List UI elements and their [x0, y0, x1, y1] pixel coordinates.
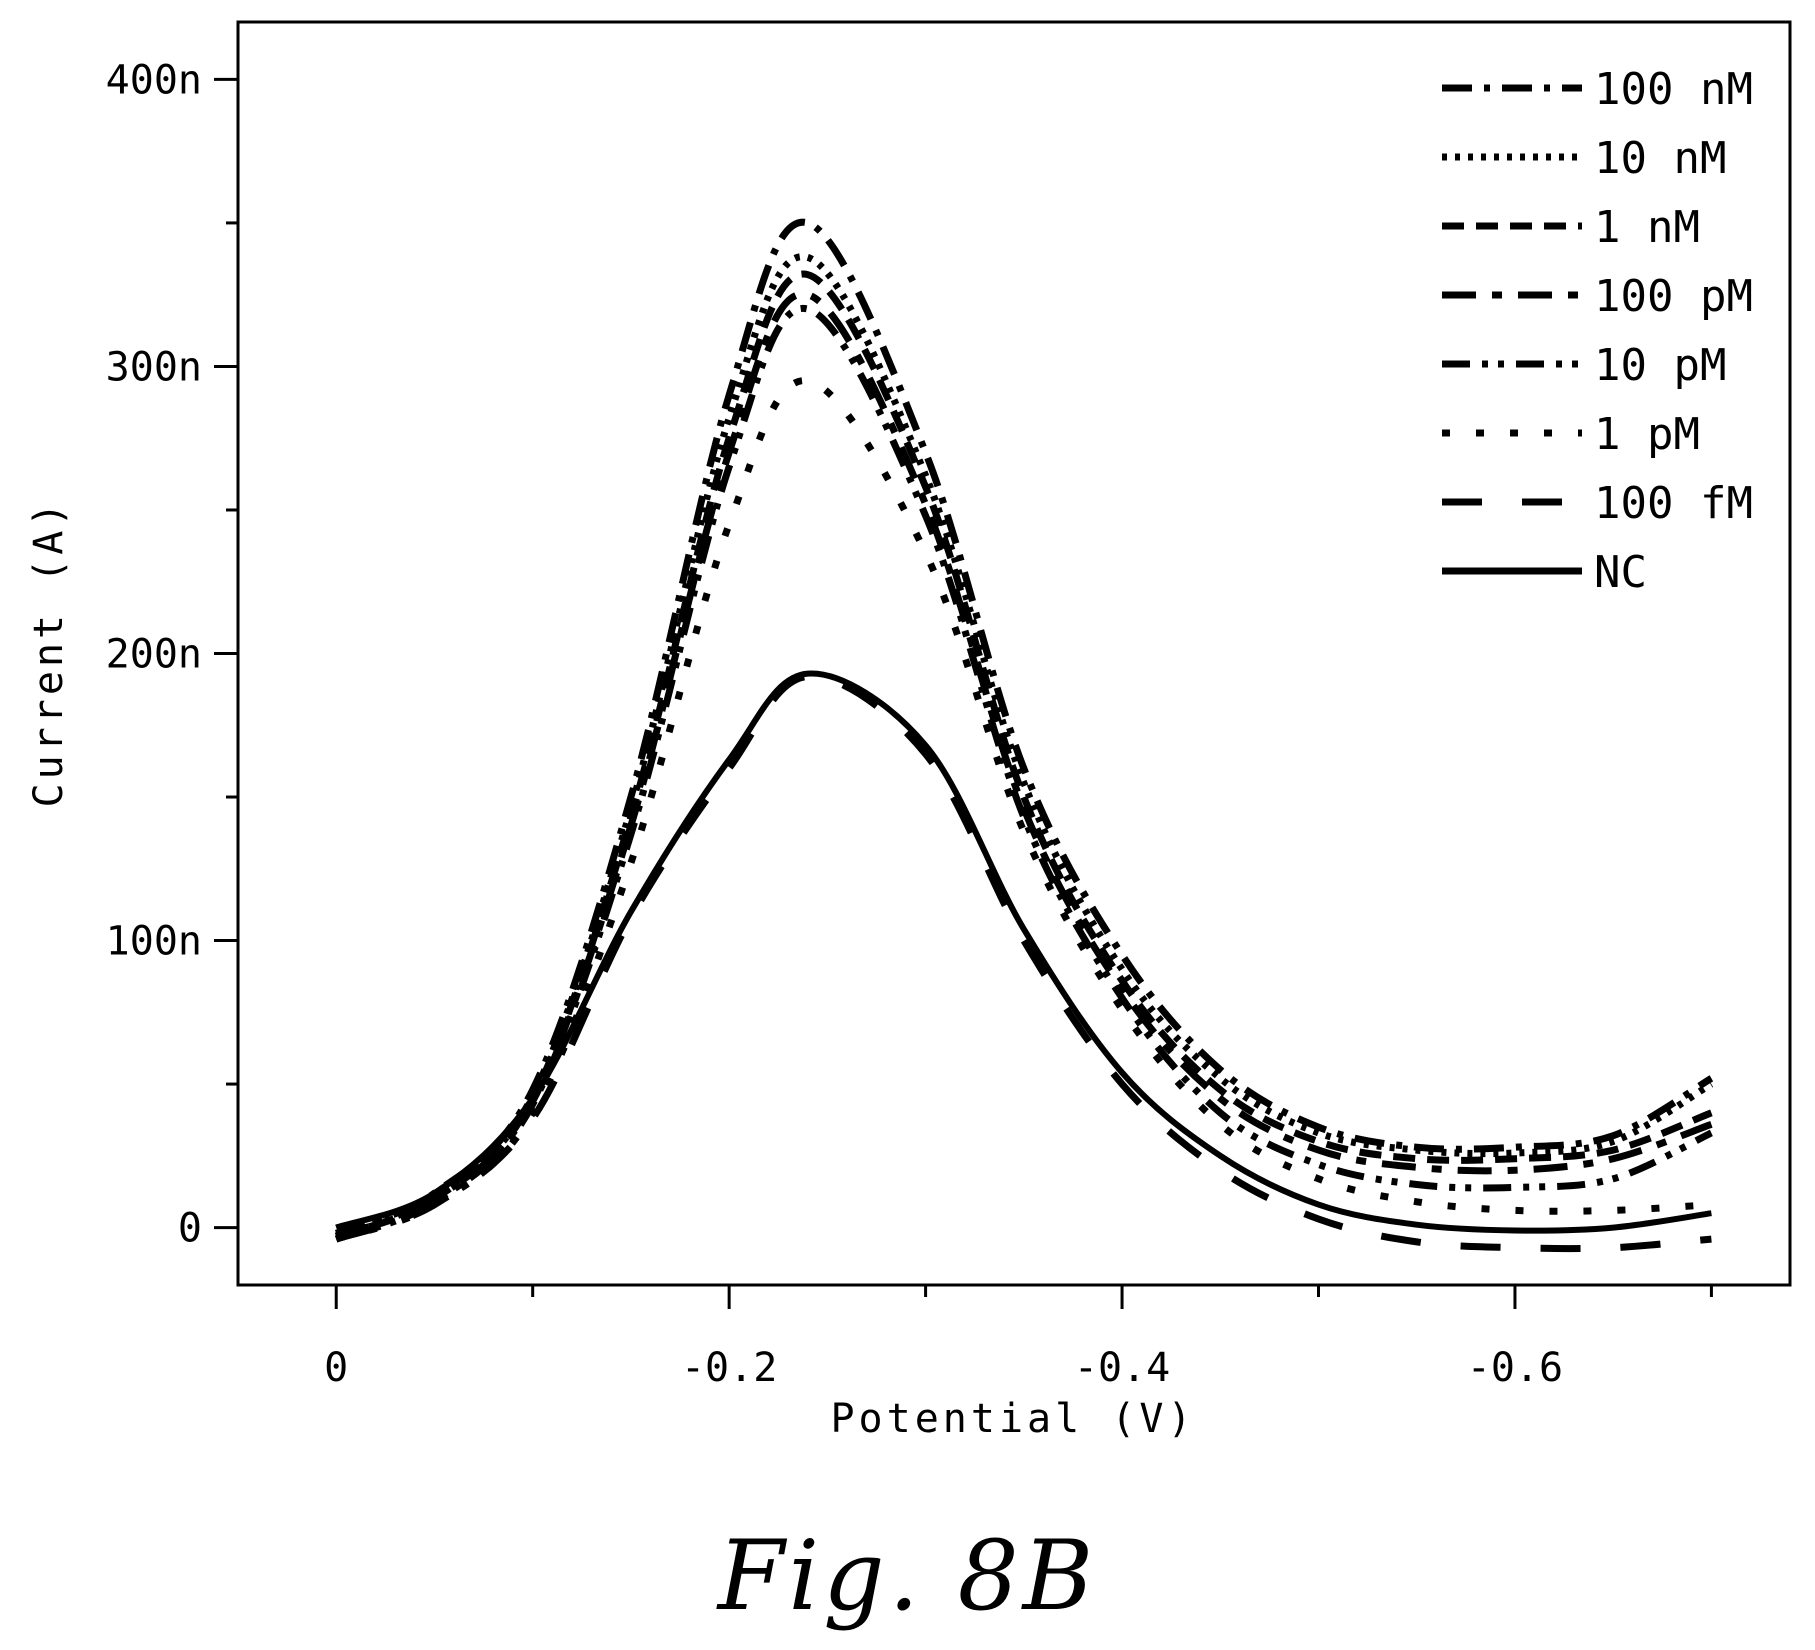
legend-label-100-fm: 100 fM	[1594, 478, 1753, 529]
legend-label-100-nm: 100 nM	[1594, 64, 1753, 115]
y-tick-label: 300n	[106, 344, 202, 390]
x-tick-label: -0.6	[1467, 1345, 1563, 1391]
plot-frame	[236, 20, 1792, 1287]
series-line-nc	[335, 670, 1712, 1234]
figure-caption: Fig. 8B	[717, 1520, 1098, 1632]
legend: 100 nM 10 nM 1 nM 100 pM 10 pM 1 pM 100 fM NC	[1442, 64, 1753, 598]
series-layer	[334, 218, 1714, 1253]
legend-label-nc: NC	[1594, 547, 1647, 598]
x-tick-label: -0.2	[681, 1345, 777, 1391]
y-axis-ticks: 0 100n 200n 300n 400n	[106, 57, 238, 1252]
y-tick-label: 100n	[106, 919, 202, 965]
y-tick-label: 0	[178, 1206, 202, 1252]
series-line-10-nm	[334, 253, 1714, 1240]
y-tick-label: 400n	[106, 57, 202, 103]
series-line-10-pm	[334, 305, 1713, 1243]
legend-label-10-pm: 10 pM	[1594, 340, 1726, 391]
x-tick-label: -0.4	[1074, 1345, 1170, 1391]
x-axis-label: Potential (V)	[830, 1396, 1195, 1442]
legend-label-1-nm: 1 nM	[1594, 202, 1700, 253]
legend-label-1-pm: 1 pM	[1594, 409, 1700, 460]
y-axis-label: Current (A)	[26, 499, 72, 808]
series-line-1-nm	[334, 270, 1713, 1240]
y-tick-label: 200n	[106, 632, 202, 678]
legend-label-10-nm: 10 nM	[1594, 133, 1726, 184]
x-axis-ticks: 0 -0.2 -0.4 -0.6	[324, 1285, 1713, 1391]
x-tick-label: 0	[324, 1345, 348, 1391]
legend-label-100-pm: 100 pM	[1594, 271, 1753, 322]
